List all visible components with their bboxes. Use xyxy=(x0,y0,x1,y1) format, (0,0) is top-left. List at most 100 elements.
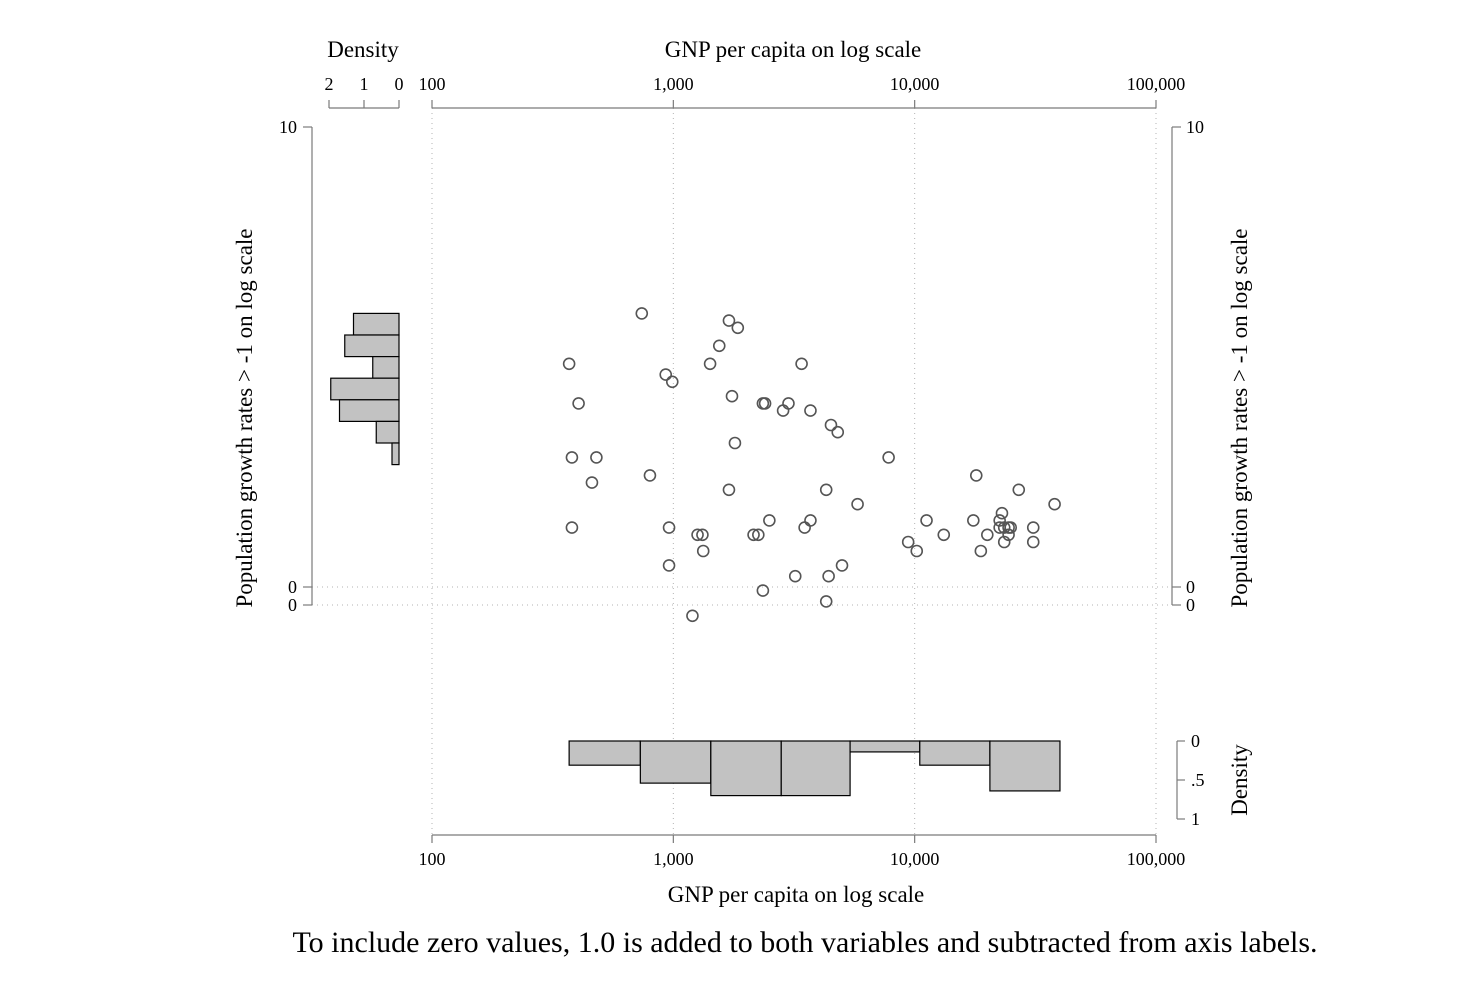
top-x-axis-title: GNP per capita on log scale xyxy=(665,37,922,62)
data-point xyxy=(835,559,849,572)
data-point xyxy=(901,535,915,549)
data-point xyxy=(910,544,924,558)
data-point xyxy=(712,339,726,353)
data-point xyxy=(643,469,657,482)
x-histogram-bar xyxy=(780,740,851,797)
x-histogram-bar xyxy=(919,740,991,766)
y-histogram-bar xyxy=(375,420,400,444)
x-histogram-bar xyxy=(710,740,782,797)
data-point xyxy=(782,397,795,410)
data-point xyxy=(831,425,845,439)
data-point xyxy=(1026,521,1040,534)
data-point xyxy=(691,528,704,542)
data-point xyxy=(756,584,770,597)
bottom-x-axis-title: GNP per capita on log scale xyxy=(668,882,925,907)
data-point xyxy=(804,514,817,527)
data-point xyxy=(731,321,745,335)
data-point xyxy=(747,528,760,542)
histograms xyxy=(330,312,1061,797)
top-x-tick-label: 100,000 xyxy=(1127,74,1186,94)
bottom-density-tick-label: 0 xyxy=(1191,731,1200,751)
right-y-tick-label: 10 xyxy=(1186,117,1204,137)
left-y-axis-title: Population growth rates > -1 on log scal… xyxy=(232,229,257,608)
y-histogram-bar xyxy=(352,312,400,336)
footnote: To include zero values, 1.0 is added to … xyxy=(292,926,1317,959)
y-histogram-bar xyxy=(372,356,400,379)
data-point xyxy=(696,544,710,558)
data-point xyxy=(851,497,864,511)
data-point xyxy=(822,569,835,583)
data-point xyxy=(995,506,1009,520)
data-point xyxy=(824,418,838,432)
data-point xyxy=(1012,483,1026,497)
data-point xyxy=(1002,528,1015,542)
left-y-tick-label: 10 xyxy=(279,117,297,137)
data-point xyxy=(659,368,673,381)
left-density-tick-label: 0 xyxy=(395,74,404,94)
data-point xyxy=(974,544,988,558)
axes xyxy=(303,100,1185,843)
bottom-x-tick-label: 10,000 xyxy=(890,849,940,869)
data-point xyxy=(819,483,833,497)
top-x-tick-label: 100 xyxy=(419,74,446,94)
bottom-x-tick-label: 100,000 xyxy=(1127,849,1186,869)
data-point xyxy=(662,521,676,534)
y-histogram-bar xyxy=(330,377,400,401)
y-histogram-bar xyxy=(344,334,400,358)
data-point xyxy=(997,521,1011,534)
data-point xyxy=(565,521,579,534)
data-point xyxy=(662,559,676,572)
right-y-tick-label: 0 xyxy=(1186,595,1195,615)
data-point xyxy=(937,528,951,542)
data-point xyxy=(565,451,579,464)
bottom-density-tick-label: 1 xyxy=(1191,809,1200,829)
data-point xyxy=(725,389,739,403)
data-point xyxy=(1004,521,1018,534)
data-point xyxy=(728,436,742,450)
data-point xyxy=(1026,535,1040,549)
data-point xyxy=(562,357,576,371)
x-histogram-bar xyxy=(989,740,1061,792)
data-point xyxy=(795,357,808,371)
data-point xyxy=(882,451,895,464)
data-point xyxy=(585,476,599,489)
data-point xyxy=(776,404,790,417)
data-points xyxy=(562,307,1061,623)
left-density-tick-label: 2 xyxy=(325,74,334,94)
gridlines xyxy=(312,108,1172,835)
x-histogram-bar xyxy=(568,740,641,766)
data-point xyxy=(967,514,980,527)
data-point xyxy=(686,609,699,623)
top-x-tick-label: 10,000 xyxy=(890,74,940,94)
y-histogram-bar xyxy=(338,399,400,422)
top-left-density-title: Density xyxy=(327,37,399,62)
bottom-density-tick-label: .5 xyxy=(1191,770,1205,790)
data-point xyxy=(1048,497,1061,511)
data-point xyxy=(920,514,933,527)
data-point xyxy=(763,514,776,527)
data-point xyxy=(819,595,833,608)
left-density-tick-label: 1 xyxy=(360,74,369,94)
bottom-x-tick-label: 100 xyxy=(419,849,446,869)
data-point xyxy=(798,521,811,534)
left-y-tick-label: 0 xyxy=(288,577,297,597)
x-histogram-bar xyxy=(639,740,712,784)
data-point xyxy=(572,397,585,410)
right-y-tick-label: 0 xyxy=(1186,577,1195,597)
data-point xyxy=(590,451,603,464)
x-histogram-bar xyxy=(849,740,921,753)
data-point xyxy=(635,307,649,320)
data-point xyxy=(758,397,772,410)
data-point xyxy=(696,528,709,542)
data-point xyxy=(703,357,717,371)
data-point xyxy=(722,314,736,327)
data-point xyxy=(722,483,736,497)
data-point xyxy=(788,569,802,583)
right-y-axis-title: Population growth rates > -1 on log scal… xyxy=(1227,229,1252,608)
data-point xyxy=(804,404,817,417)
data-point xyxy=(665,375,679,389)
data-point xyxy=(997,535,1011,549)
top-x-tick-label: 1,000 xyxy=(653,74,694,94)
